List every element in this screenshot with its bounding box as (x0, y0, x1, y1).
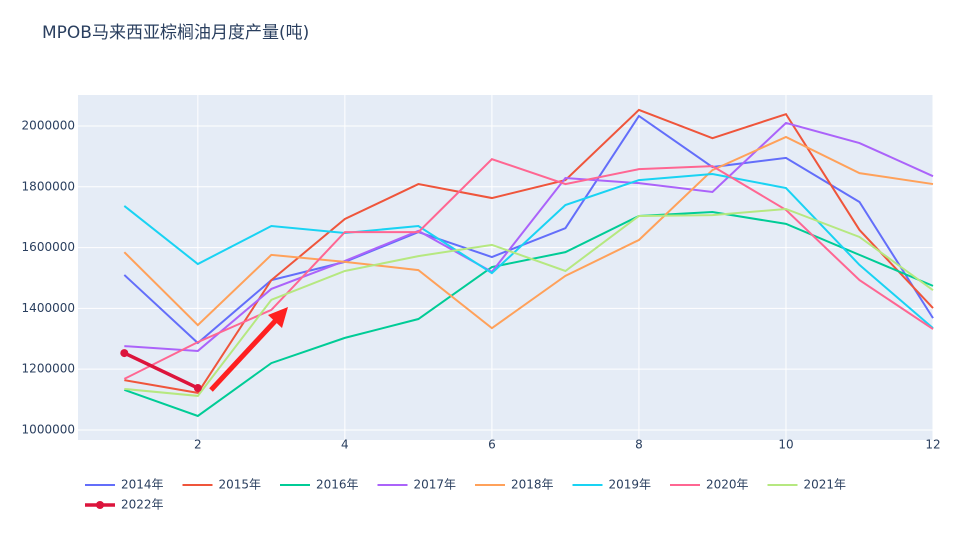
y-tick-label: 1000000 (22, 422, 75, 436)
series-line (123, 351, 199, 390)
legend-item: 2017年 (377, 478, 457, 492)
series-line (123, 114, 934, 345)
series-line (124, 121, 934, 352)
legend-label: 2019年 (609, 478, 652, 492)
legend-label: 2016年 (316, 478, 359, 492)
legend-item: 2018年 (475, 478, 554, 492)
arrow-annotation (209, 307, 288, 392)
legend-label: 2022年 (121, 498, 164, 512)
y-tick-label: 1400000 (22, 301, 75, 315)
legend-label: 2018年 (511, 478, 554, 492)
series-line (123, 173, 934, 329)
legend-item: 2015年 (182, 478, 262, 492)
legend-item: 2019年 (572, 478, 652, 492)
legend-item: 2016年 (280, 478, 359, 492)
series-line (124, 207, 934, 397)
y-tick-label: 2000000 (22, 119, 75, 133)
series-line (123, 211, 934, 418)
x-tick-label: 2 (194, 438, 202, 452)
arrow-head (268, 307, 288, 328)
legend-item: 2014年 (85, 478, 164, 492)
legend-marker (96, 501, 104, 509)
x-tick-label: 8 (635, 438, 643, 452)
y-tick-label: 1800000 (22, 179, 75, 193)
x-tick-label: 4 (341, 438, 349, 452)
legend-label: 2020年 (706, 478, 749, 492)
legend-item: 2021年 (767, 478, 847, 492)
legend-label: 2021年 (804, 478, 847, 492)
legend-label: 2014年 (121, 478, 164, 492)
y-tick-label: 1200000 (22, 362, 75, 376)
legend-label: 2015年 (219, 478, 262, 492)
x-tick-label: 10 (778, 438, 793, 452)
series-marker (120, 349, 129, 358)
series-marker (193, 384, 202, 393)
y-tick-label: 1600000 (22, 240, 75, 254)
arrow-shaft (209, 316, 280, 392)
legend-item: 2020年 (670, 478, 749, 492)
x-tick-label: 6 (488, 438, 496, 452)
legend-item: 2022年 (85, 498, 164, 512)
legend-label: 2017年 (414, 478, 457, 492)
chart-title: MPOB马来西亚棕榈油月度产量(吨) (42, 23, 309, 43)
x-tick-label: 12 (925, 438, 940, 452)
series-line (123, 135, 934, 330)
